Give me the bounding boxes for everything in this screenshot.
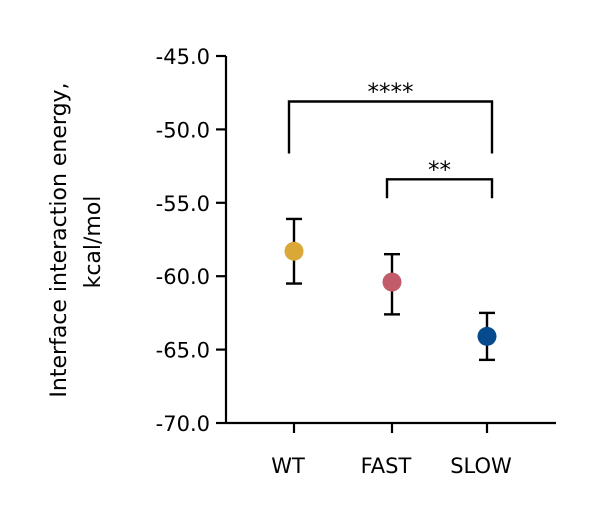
significance-bracket <box>385 178 494 199</box>
significance-label: **** <box>368 80 414 106</box>
x-tick-label: FAST <box>361 454 412 478</box>
y-axis-label: Interface interaction energy, kcal/mol <box>47 82 106 397</box>
significance-bracket <box>287 100 494 154</box>
x-ticks: WT FAST SLOW <box>271 423 512 478</box>
y-axis-label-line-1: Interface interaction energy, <box>47 82 72 397</box>
data-point <box>477 326 497 346</box>
data-point <box>284 241 304 261</box>
y-axis-label-line-2: kcal/mol <box>81 196 106 289</box>
x-tick-label: SLOW <box>450 454 512 478</box>
data-point <box>382 272 402 292</box>
y-tick-label: -65.0 <box>156 339 210 363</box>
y-tick-label: -45.0 <box>156 45 210 69</box>
y-tick-label: -55.0 <box>156 192 210 216</box>
y-tick-label: -70.0 <box>156 412 210 436</box>
y-tick-label: -50.0 <box>156 118 210 142</box>
x-tick-label: WT <box>271 454 305 478</box>
axes <box>224 56 556 425</box>
significance-brackets: ****** <box>287 80 494 199</box>
data-points <box>284 217 497 362</box>
significance-label: ** <box>428 157 451 183</box>
y-tick-label: -60.0 <box>156 265 210 289</box>
y-ticks: -45.0 -50.0 -55.0 -60.0 -65.0 -70.0 <box>156 45 226 436</box>
